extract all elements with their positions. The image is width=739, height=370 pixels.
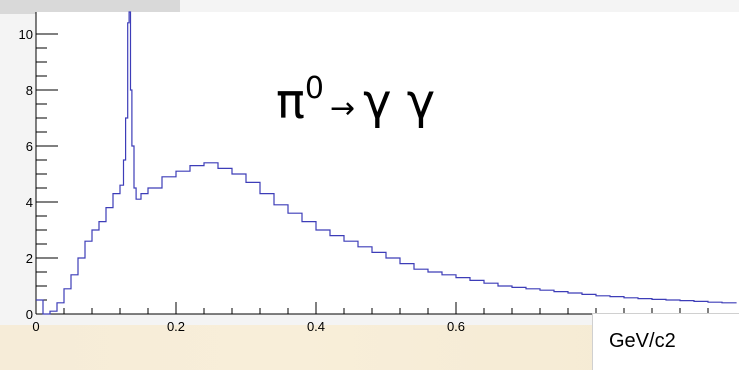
y-tick-label: 2 — [26, 251, 33, 266]
unit-label: GeV/c2 — [609, 330, 676, 352]
background-tab — [0, 0, 180, 14]
plot-area — [36, 12, 739, 314]
series-line — [36, 11, 737, 315]
axes: 0 2 4 6 8 10 0 0.2 0.4 0.6 — [19, 12, 739, 334]
annotation-arrow: → — [330, 91, 355, 126]
y-tick-label: 0 — [26, 307, 33, 322]
unit-box: GeV/c2 — [592, 313, 739, 370]
x-tick-label: 0 — [32, 319, 39, 334]
y-tick-label: 4 — [26, 195, 33, 210]
y-tick-label: 8 — [26, 83, 33, 98]
y-tick-label: 6 — [26, 139, 33, 154]
x-tick-label: 0.6 — [447, 319, 465, 334]
y-tick-label: 10 — [19, 27, 33, 42]
x-tick-label: 0.4 — [307, 319, 325, 334]
annotation-superscript: 0 — [305, 71, 324, 106]
decay-annotation: π0→ γ γ — [276, 71, 435, 130]
annotation-particle: π — [276, 74, 305, 130]
x-tick-label: 0.2 — [167, 319, 185, 334]
annotation-products: γ γ — [363, 74, 435, 130]
series-group — [36, 11, 737, 315]
